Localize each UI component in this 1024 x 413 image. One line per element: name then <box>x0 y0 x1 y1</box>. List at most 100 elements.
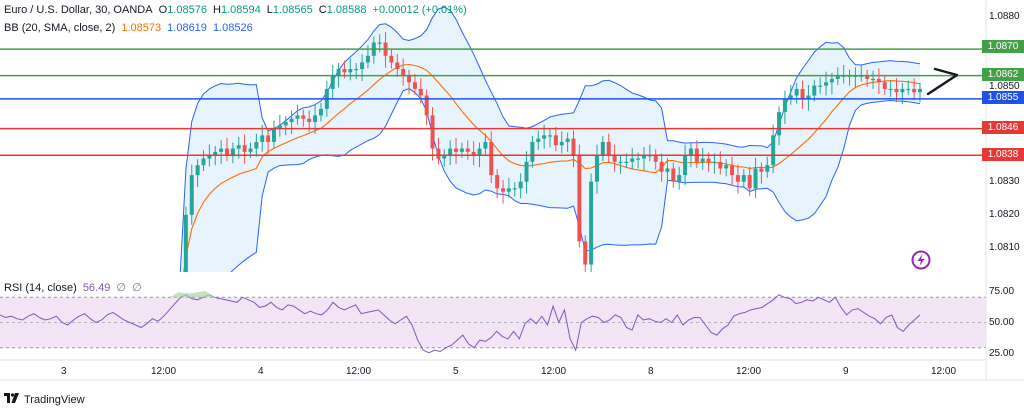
candle-body <box>213 151 218 156</box>
rsi-tick-label: 75.00 <box>989 286 1015 297</box>
time-tick-label: 8 <box>648 366 654 377</box>
bb-upper-value: 1.08619 <box>167 22 207 34</box>
candle-body <box>777 112 782 136</box>
time-tick-label: 4 <box>258 366 264 377</box>
level-badge-1-0862: 1.0862 <box>982 68 1024 81</box>
candle-body <box>700 158 705 162</box>
candle-body <box>571 138 576 156</box>
candle-body <box>753 168 758 189</box>
candle-body <box>759 168 764 172</box>
bb-fill <box>180 7 920 272</box>
time-tick-label: 5 <box>453 366 459 377</box>
candle-body <box>641 155 646 159</box>
candle-body <box>230 148 235 156</box>
candle-body <box>636 158 641 160</box>
candle-body <box>183 214 188 272</box>
candle-body <box>818 85 823 87</box>
candle-body <box>583 241 588 265</box>
candle-body <box>219 148 224 152</box>
candle-body <box>536 138 541 142</box>
candle-body <box>442 155 447 159</box>
lightning-icon[interactable] <box>911 250 931 270</box>
time-tick-label: 12:00 <box>541 366 567 377</box>
candle-body <box>747 175 752 189</box>
bb-header: BB (20, SMA, close, 2) 1.08573 1.08619 1… <box>4 22 256 34</box>
candle-body <box>800 88 805 99</box>
candle-body <box>829 78 834 83</box>
candle-body <box>865 75 870 79</box>
candle-body <box>318 108 323 116</box>
price-tick-label: 1.0880 <box>989 11 1020 22</box>
candle-body <box>594 155 599 182</box>
candle-body <box>671 168 676 182</box>
candle-body <box>395 62 400 70</box>
rsi-chart <box>0 291 986 354</box>
candle-body <box>653 155 658 162</box>
candle-body <box>295 115 300 119</box>
candle-body <box>342 69 347 73</box>
candle-body <box>360 62 365 70</box>
candle-body <box>882 82 887 89</box>
candle-body <box>559 141 564 146</box>
candle-body <box>477 148 482 156</box>
rsi-label[interactable]: RSI (14, close) <box>4 282 77 294</box>
candle-body <box>201 158 206 166</box>
bb-upper-line <box>179 6 921 272</box>
candle-body <box>794 88 799 96</box>
bb-lower-line <box>230 88 921 272</box>
candle-body <box>518 181 523 189</box>
candle-body <box>612 155 617 162</box>
candle-body <box>418 88 423 96</box>
candle-body <box>871 78 876 81</box>
candle-body <box>788 95 793 99</box>
candle-body <box>430 115 435 149</box>
candle-body <box>412 82 417 89</box>
bb-label[interactable]: BB (20, SMA, close, 2) <box>4 22 116 34</box>
candle-body <box>600 141 605 156</box>
candle-body <box>377 42 382 44</box>
candle-body <box>888 88 893 91</box>
candle-body <box>207 155 212 159</box>
candle-body <box>835 75 840 79</box>
time-tick-label: 12:00 <box>346 366 372 377</box>
candle-body <box>506 188 511 192</box>
candle-body <box>606 141 611 156</box>
candle-body <box>242 145 247 152</box>
symbol-title[interactable]: Euro / U.S. Dollar, 30, OANDA <box>4 4 153 16</box>
candle-body <box>448 148 453 156</box>
candle-body <box>530 141 535 162</box>
candle-body <box>565 138 570 142</box>
rsi-overbought-fill <box>170 291 216 298</box>
candle-body <box>677 175 682 182</box>
candle-body <box>348 69 353 73</box>
candle-body <box>465 148 470 152</box>
arrow-right-icon <box>926 67 959 96</box>
time-tick-label: 12:00 <box>931 366 957 377</box>
tradingview-logo-icon <box>4 393 19 406</box>
candle-body <box>688 148 693 156</box>
time-tick-label: 12:00 <box>151 366 177 377</box>
candle-body <box>248 148 253 152</box>
candle-body <box>489 141 494 176</box>
candle-body <box>289 118 294 123</box>
candle-body <box>313 115 318 123</box>
candle-body <box>806 95 811 99</box>
candle-body <box>912 88 917 93</box>
bb-basis-line <box>183 63 921 272</box>
candle-body <box>706 158 711 162</box>
candle-body <box>624 161 629 164</box>
candle-body <box>718 161 723 169</box>
level-badge-1-0838: 1.0838 <box>982 148 1024 161</box>
price-chart <box>0 6 986 272</box>
price-tick-label: 1.0820 <box>989 209 1020 220</box>
candle-body <box>918 88 922 93</box>
level-badge-1-0855: 1.0855 <box>982 91 1024 104</box>
candle-body <box>236 145 241 149</box>
candle-body <box>765 165 770 172</box>
candle-body <box>659 161 664 172</box>
tradingview-branding[interactable]: TradingView <box>4 393 85 406</box>
candle-body <box>577 155 582 242</box>
candle-body <box>900 88 905 93</box>
